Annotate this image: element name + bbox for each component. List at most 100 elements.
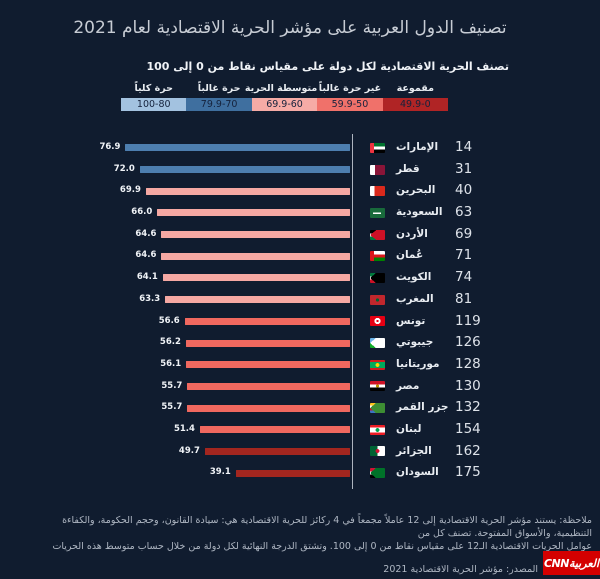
rank-number: 69 xyxy=(455,225,473,242)
bar-value-label: 56.6 xyxy=(158,315,180,326)
legend-segment: 59.9-50 xyxy=(317,98,383,111)
rank-number: 119 xyxy=(455,312,481,329)
country-name: عُمان xyxy=(396,249,424,262)
bar-value-label: 76.9 xyxy=(99,142,121,152)
country-name: السودان xyxy=(396,466,439,479)
legend-segment: 100-80 xyxy=(121,98,187,111)
country-name: الكويت xyxy=(396,271,432,284)
egypt-flag-icon xyxy=(370,381,385,392)
country-name: البحرين xyxy=(396,184,436,197)
country-bar xyxy=(187,382,350,390)
saudi-flag-icon xyxy=(370,207,385,218)
rank-number: 132 xyxy=(455,399,481,416)
legend: مقموعة غير حرة غالباً متوسطة الحرية حرة غال… xyxy=(121,83,448,111)
country-name: الإمارات xyxy=(396,141,439,153)
table-row: 55.7 جزر القمر 132 xyxy=(0,397,600,419)
bar-value-label: 56.2 xyxy=(159,337,181,348)
country-name: لبنان xyxy=(396,422,422,435)
table-row: 39.1 السودان 175 xyxy=(0,462,600,484)
rank-number: 14 xyxy=(455,139,473,155)
bar-value-label: 64.1 xyxy=(136,272,158,283)
country-name: جيبوتي xyxy=(396,336,434,349)
legend-label: غير حرة غالباً xyxy=(318,83,382,94)
rank-number: 128 xyxy=(455,355,481,372)
uae-flag-icon xyxy=(370,142,385,153)
bar-value-label: 51.4 xyxy=(173,423,195,434)
bar-value-label: 55.7 xyxy=(161,402,183,413)
page-title: تصنيف الدول العربية على مؤشر الحرية الاق… xyxy=(73,18,507,38)
table-row: 56.1 موريتانيا 128 xyxy=(0,354,600,376)
footnote-line: عوامل الحريات الاقتصادية الـ12 على مقياس… xyxy=(52,541,592,565)
bar-value-label: 69.9 xyxy=(119,185,141,196)
table-row: 66.0 السعودية 63 xyxy=(0,202,600,224)
rank-number: 126 xyxy=(455,334,481,351)
bar-value-label: 39.1 xyxy=(209,467,231,478)
country-bar xyxy=(165,296,350,304)
oman-flag-icon xyxy=(370,251,385,262)
comoros-flag-icon xyxy=(370,403,385,414)
sudan-flag-icon xyxy=(370,468,385,479)
country-bar xyxy=(161,252,350,260)
rank-number: 81 xyxy=(455,290,473,307)
country-bar xyxy=(161,231,350,239)
legend-range: 79.9-70 xyxy=(200,99,238,110)
legend-range: 69.9-60 xyxy=(266,99,303,110)
country-name: السعودية xyxy=(396,206,443,219)
country-name: الجزائر xyxy=(396,444,432,457)
legend-label: متوسطة الحرية xyxy=(244,83,318,94)
country-name: تونس xyxy=(396,314,426,327)
footnote-line: ملاحظة: يستند مؤشر الحرية الاقتصادية إلى… xyxy=(62,515,592,539)
table-row: 64.6 الأردن 69 xyxy=(0,224,600,246)
rank-number: 74 xyxy=(455,269,473,286)
legend-segment: 49.9-0 xyxy=(382,98,448,111)
country-name: قطر xyxy=(396,162,420,175)
table-row: 63.3 المغرب 81 xyxy=(0,289,600,311)
rank-number: 71 xyxy=(455,247,473,264)
country-name: مصر xyxy=(396,379,420,392)
bahrain-flag-icon xyxy=(370,186,385,197)
rank-number: 130 xyxy=(455,377,481,394)
source-attribution: المصدر: مؤشر الحرية الاقتصادية 2021 xyxy=(383,564,538,575)
legend-segment: 69.9-60 xyxy=(251,98,318,111)
legend-label: حرة كلياً xyxy=(134,83,173,94)
country-bar xyxy=(235,469,350,477)
chart-subtitle: تصنف الحرية الاقتصادية لكل دولة على مقيا… xyxy=(146,60,510,73)
table-row: 56.6 تونس 119 xyxy=(0,311,600,333)
table-row: 51.4 لبنان 154 xyxy=(0,419,600,441)
table-row: 49.7 الجزائر 162 xyxy=(0,441,600,463)
country-bar xyxy=(162,274,350,282)
rank-number: 175 xyxy=(455,464,481,481)
bar-value-label: 55.7 xyxy=(161,380,183,391)
table-row: 56.2 جيبوتي 126 xyxy=(0,332,600,354)
jordan-flag-icon xyxy=(370,229,385,240)
bar-value-label: 66.0 xyxy=(131,207,153,218)
country-name: موريتانيا xyxy=(396,357,440,370)
rank-number: 31 xyxy=(455,160,473,177)
rank-number: 63 xyxy=(455,204,473,221)
bar-value-label: 64.6 xyxy=(135,228,157,239)
table-row: 76.9 الإمارات 14 xyxy=(0,137,600,159)
country-name: المغرب xyxy=(396,292,434,305)
lebanon-flag-icon xyxy=(370,424,385,435)
country-bar xyxy=(145,187,350,195)
country-bar xyxy=(157,209,350,217)
cnn-arabic-logo: العربيةCNN xyxy=(543,551,600,575)
bar-value-label: 72.0 xyxy=(113,163,135,174)
axis-baseline xyxy=(352,134,353,489)
country-name: جزر القمر xyxy=(396,401,449,414)
country-bar xyxy=(187,404,350,412)
country-bar xyxy=(186,361,350,369)
country-bar xyxy=(204,447,350,455)
legend-labels: مقموعة غير حرة غالباً متوسطة الحرية حرة غال… xyxy=(121,83,448,94)
country-bar xyxy=(139,166,350,174)
legend-range: 59.9-50 xyxy=(331,99,369,110)
bar-value-label: 63.3 xyxy=(139,293,161,304)
table-row: 64.1 الكويت 74 xyxy=(0,267,600,289)
legend-scale-bar: 49.9-0 59.9-50 69.9-60 79.9-70 100-80 xyxy=(121,98,448,111)
djibouti-flag-icon xyxy=(370,338,385,349)
mauritania-flag-icon xyxy=(370,359,385,370)
rank-number: 162 xyxy=(455,442,481,459)
table-row: 69.9 البحرين 40 xyxy=(0,180,600,202)
footnote-note: ملاحظة: يستند مؤشر الحرية الاقتصادية إلى… xyxy=(30,514,592,566)
bar-value-label: 64.6 xyxy=(135,250,157,261)
